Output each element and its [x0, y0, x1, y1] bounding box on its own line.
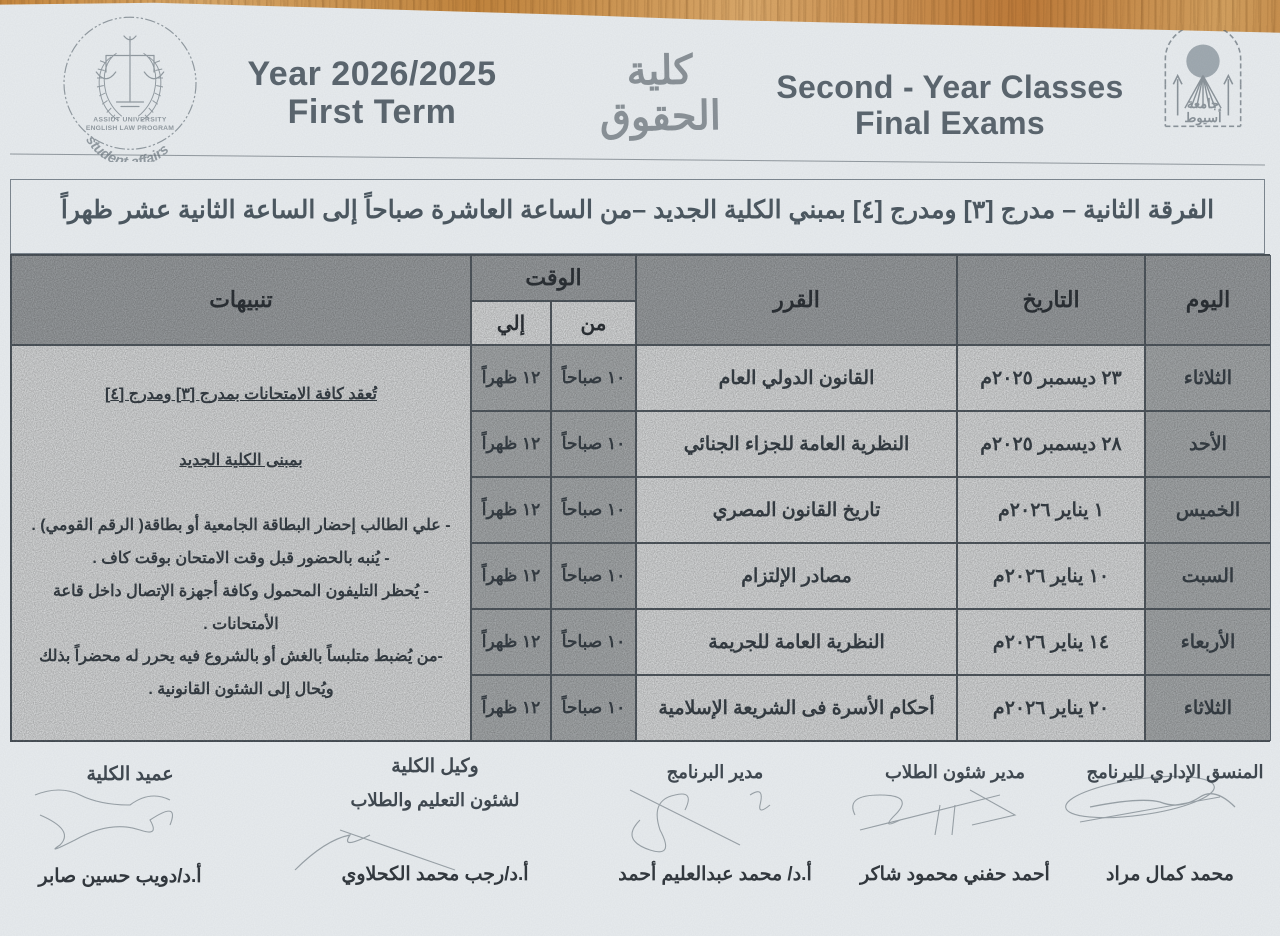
svg-text:أسيوط: أسيوط — [1184, 109, 1222, 126]
svg-text:جامعة: جامعة — [1187, 96, 1219, 111]
svg-text:ASSIUT UNIVERSITY: ASSIUT UNIVERSITY — [93, 117, 167, 124]
svg-text:ENGLISH LAW PROGRAM: ENGLISH LAW PROGRAM — [86, 125, 174, 132]
svg-text:student affairs: student affairs — [82, 133, 172, 162]
